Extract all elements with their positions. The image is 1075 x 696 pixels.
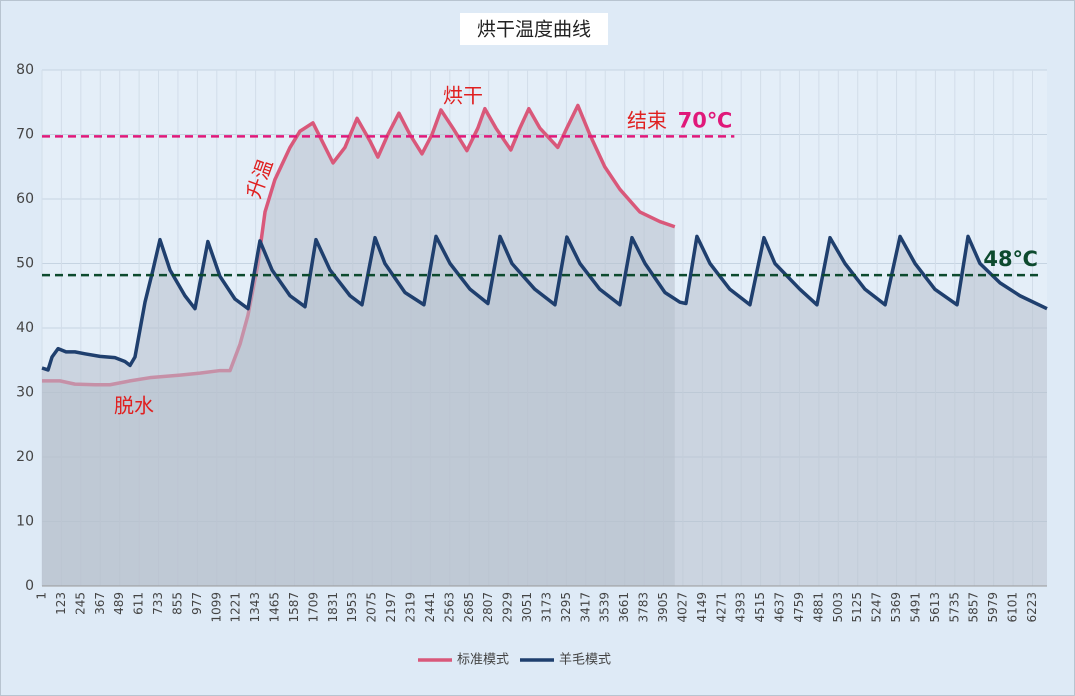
y-tick-label: 10	[16, 514, 34, 530]
x-tick-label: 3783	[637, 592, 651, 623]
x-tick-label: 4759	[792, 592, 806, 623]
x-tick-label: 1343	[248, 592, 262, 623]
x-tick-label: 123	[54, 592, 68, 615]
annotation: 脱水	[114, 394, 154, 418]
series-area	[42, 236, 1047, 586]
x-tick-label: 611	[132, 592, 146, 615]
x-tick-label: 1831	[326, 592, 340, 623]
x-tick-label: 2441	[423, 592, 437, 623]
x-tick-label: 4515	[753, 592, 767, 623]
x-tick-label: 4271	[714, 592, 728, 623]
x-tick-label: 367	[93, 592, 107, 615]
x-tick-label: 4881	[811, 592, 825, 623]
x-tick-label: 2929	[501, 592, 515, 623]
x-tick-label: 3417	[578, 592, 592, 623]
x-tick-label: 855	[170, 592, 184, 615]
x-tick-label: 4027	[675, 592, 689, 623]
x-tick-label: 4393	[734, 592, 748, 623]
x-tick-label: 1465	[268, 592, 282, 623]
series-line	[41, 234, 1048, 372]
x-tick-label: 6101	[1006, 592, 1020, 623]
x-tick-label: 1	[35, 592, 49, 600]
y-tick-label: 20	[16, 449, 34, 465]
reference-label: 70℃	[678, 108, 733, 132]
y-tick-label: 40	[16, 320, 34, 336]
x-tick-label: 5125	[850, 592, 864, 623]
x-tick-label: 5613	[928, 592, 942, 623]
x-tick-label: 5979	[986, 592, 1000, 623]
x-tick-label: 1709	[306, 592, 320, 623]
x-tick-label: 3661	[617, 592, 631, 623]
annotation: 结束	[627, 109, 667, 133]
title-box	[460, 13, 608, 45]
annotation: 烘干	[443, 84, 483, 108]
x-tick-label: 3173	[539, 592, 553, 623]
x-tick-label: 5735	[947, 592, 961, 623]
x-tick-label: 2197	[384, 592, 398, 623]
x-tick-label: 5857	[967, 592, 981, 623]
x-tick-label: 1221	[229, 592, 243, 623]
x-tick-label: 733	[151, 592, 165, 615]
x-tick-label: 245	[73, 592, 87, 615]
y-tick-label: 0	[25, 578, 34, 594]
x-tick-label: 489	[112, 592, 126, 615]
x-tick-label: 2319	[404, 592, 418, 623]
y-tick-label: 70	[16, 127, 34, 143]
y-tick-label: 80	[16, 62, 34, 78]
x-tick-label: 4149	[695, 592, 709, 623]
x-tick-label: 2685	[462, 592, 476, 623]
x-tick-label: 5491	[908, 592, 922, 623]
x-tick-label: 3539	[598, 592, 612, 623]
x-tick-label: 977	[190, 592, 204, 615]
reference-label: 48℃	[983, 247, 1038, 271]
x-tick-label: 3905	[656, 592, 670, 623]
x-tick-label: 2563	[442, 592, 456, 623]
y-tick-label: 30	[16, 385, 34, 401]
x-tick-label: 5003	[831, 592, 845, 623]
x-tick-label: 1953	[345, 592, 359, 623]
y-tick-label: 60	[16, 191, 34, 207]
x-tick-label: 2075	[365, 592, 379, 623]
chart-title: 烘干温度曲线	[477, 19, 591, 41]
legend-label: 标准模式	[457, 653, 509, 668]
y-tick-label: 50	[16, 256, 34, 272]
x-tick-label: 1099	[209, 592, 223, 623]
x-tick-label: 3295	[559, 592, 573, 623]
x-tick-label: 4637	[773, 592, 787, 623]
x-tick-label: 1587	[287, 592, 301, 623]
x-tick-label: 5369	[889, 592, 903, 623]
legend-label: 羊毛模式	[559, 652, 611, 668]
x-tick-label: 2807	[481, 592, 495, 623]
x-tick-label: 3051	[520, 592, 534, 623]
x-tick-label: 5247	[870, 592, 884, 623]
x-tick-label: 6223	[1025, 592, 1039, 623]
